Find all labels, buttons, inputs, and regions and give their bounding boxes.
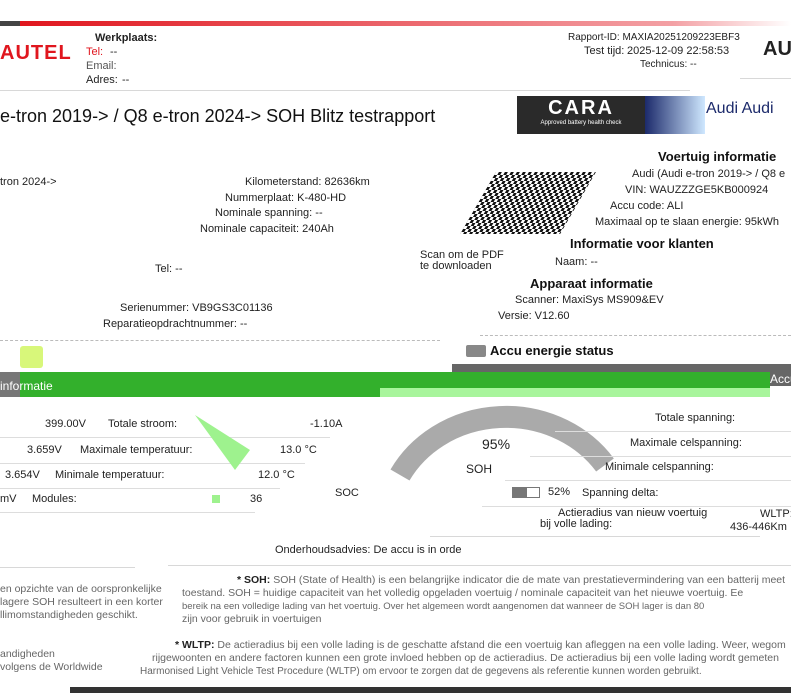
vin: VIN: WAUZZZGE5KB000924	[625, 184, 769, 196]
range-standard: WLTP:	[760, 508, 791, 520]
section-bar-right-label: Accu	[770, 372, 791, 386]
left-note: en opzichte van de oorspronkelijke lagere…	[0, 583, 163, 621]
soc-label: SOC	[335, 487, 359, 499]
vehicle-info-heading: Voertuig informatie	[658, 149, 777, 164]
row-value: -1.10A	[310, 418, 343, 430]
license-plate: Nummerplaat: K-480-HD	[225, 192, 347, 204]
energy-status-heading: Accu energie status	[490, 343, 614, 358]
soh-label: SOH	[466, 462, 493, 476]
maintenance-advice: Onderhoudsadvies: De accu is in orde	[275, 544, 462, 556]
battery-icon	[466, 345, 486, 357]
left-table-row: 3.654V Minimale temperatuur: 12.0 °C	[0, 469, 295, 489]
row-label: Totale spanning:	[655, 412, 736, 424]
section-bar-left-gray	[0, 372, 20, 397]
test-time-value: 2025-12-09 22:58:53	[627, 45, 730, 57]
soh-value: 95%	[482, 436, 511, 452]
right-table-row: Totale spanning:	[555, 412, 791, 432]
left-table-row: 3.659V Maximale temperatuur: 13.0 °C	[0, 444, 317, 464]
row-label: Maximale celspanning:	[630, 437, 742, 449]
customer-tel: Tel: --	[155, 263, 183, 275]
report-id: Rapport-ID: MAXIA20251209223EBF3	[568, 32, 740, 43]
page-title: e-tron 2019-> / Q8 e-tron 2024-> SOH Bli…	[0, 106, 436, 126]
right-table-row: Maximale celspanning:	[530, 437, 791, 457]
soh-footnote: * SOH: SOH (State of Health) is een bela…	[182, 574, 786, 625]
technician: Technicus: --	[640, 59, 697, 70]
audi-brand-logo: AUDI	[763, 38, 791, 60]
row-value: 13.0 °C	[280, 444, 317, 456]
soh-gauge-arc	[390, 405, 614, 481]
qr-caption: Scan om de PDF te downloaden	[420, 249, 504, 272]
range-value: 436-446Km	[730, 521, 787, 533]
green-arc	[195, 415, 250, 503]
email-label: Email:	[86, 60, 117, 72]
audi-brand-text: Audi Audi	[706, 100, 774, 117]
left-table-row: 399.00V Totale stroom: -1.10A	[0, 418, 342, 438]
row-label: Spanning delta:	[582, 487, 659, 499]
section-divider-right	[480, 335, 791, 336]
cara-blue-badge	[645, 96, 705, 134]
right-table-row: Minimale celspanning:	[505, 461, 791, 481]
cara-logo: CARA Approved battery health check	[517, 96, 645, 134]
tel-label: Tel:	[86, 46, 104, 58]
range-label: Actieradius van nieuw voertuig bij volle …	[540, 507, 708, 530]
soh-gauge	[390, 405, 614, 481]
gray-header-bar	[452, 364, 791, 373]
header-divider	[0, 90, 690, 91]
row-value: 12.0 °C	[258, 469, 295, 481]
address-value: --	[122, 74, 130, 86]
bottom-bar	[70, 687, 791, 693]
max-energy: Maximaal op te slaan energie: 95kWh	[595, 216, 780, 228]
version: Versie: V12.60	[498, 310, 570, 322]
section-bar-highlight	[380, 388, 770, 397]
row-label: Totale stroom:	[108, 418, 178, 430]
nominal-capacity: Nominale capaciteit: 240Ah	[200, 223, 334, 235]
device-info-heading: Apparaat informatie	[530, 276, 653, 291]
autel-logo: AUTEL	[0, 42, 72, 65]
header-divider-right	[740, 78, 791, 79]
row-value: 36	[250, 493, 263, 505]
row-label: Maximale temperatuur:	[80, 444, 193, 456]
vehicle-model: Audi (Audi e-tron 2019-> / Q8 e	[632, 168, 786, 180]
row-left-value: 3.659V	[27, 444, 62, 456]
mileage: Kilometerstand: 82636km	[245, 176, 370, 188]
battery-code: Accu code: ALI	[610, 200, 684, 212]
status-icon	[20, 346, 43, 368]
address-label: Adres:	[86, 74, 118, 86]
range-divider	[430, 536, 760, 537]
advice-divider-right	[168, 565, 791, 566]
left-note-2: andigheden volgens de Worldwide	[0, 648, 103, 673]
serial-number: Serienummer: VB9GS3C01136	[120, 302, 273, 314]
row-label: Modules:	[32, 493, 77, 505]
test-time-label: Test tijd:	[584, 45, 625, 57]
section-divider	[0, 340, 440, 341]
soc-value: 52%	[548, 486, 571, 498]
wltp-footnote: * WLTP: De actieradius bij een volle lad…	[140, 639, 786, 677]
top-accent-bar	[0, 21, 791, 26]
right-table-row: Spanning delta:	[482, 487, 791, 507]
row-left-value: mV	[0, 493, 17, 505]
soc-battery-icon	[512, 487, 540, 498]
customer-name: Naam: --	[555, 256, 598, 268]
repair-order-number: Reparatieopdrachtnummer: --	[103, 318, 248, 330]
customer-info-heading: Informatie voor klanten	[570, 236, 714, 251]
tel-value: --	[110, 46, 118, 58]
row-label: Minimale temperatuur:	[55, 469, 165, 481]
workshop-label: Werkplaats:	[95, 32, 158, 44]
autel-logo-text: AUTEL	[0, 42, 72, 64]
row-left-value: 3.654V	[5, 469, 40, 481]
left-table-row: mV Modules: 36	[0, 493, 262, 513]
scanner: Scanner: MaxiSys MS909&EV	[515, 294, 664, 306]
row-left-value: 399.00V	[45, 418, 86, 430]
row-label: Minimale celspanning:	[605, 461, 714, 473]
qr-code[interactable]	[460, 172, 596, 234]
model-fragment: tron 2024->	[0, 176, 57, 188]
section-bar-left-label: informatie	[0, 379, 53, 393]
advice-divider-left	[0, 567, 135, 568]
nominal-voltage: Nominale spanning: --	[215, 207, 323, 219]
